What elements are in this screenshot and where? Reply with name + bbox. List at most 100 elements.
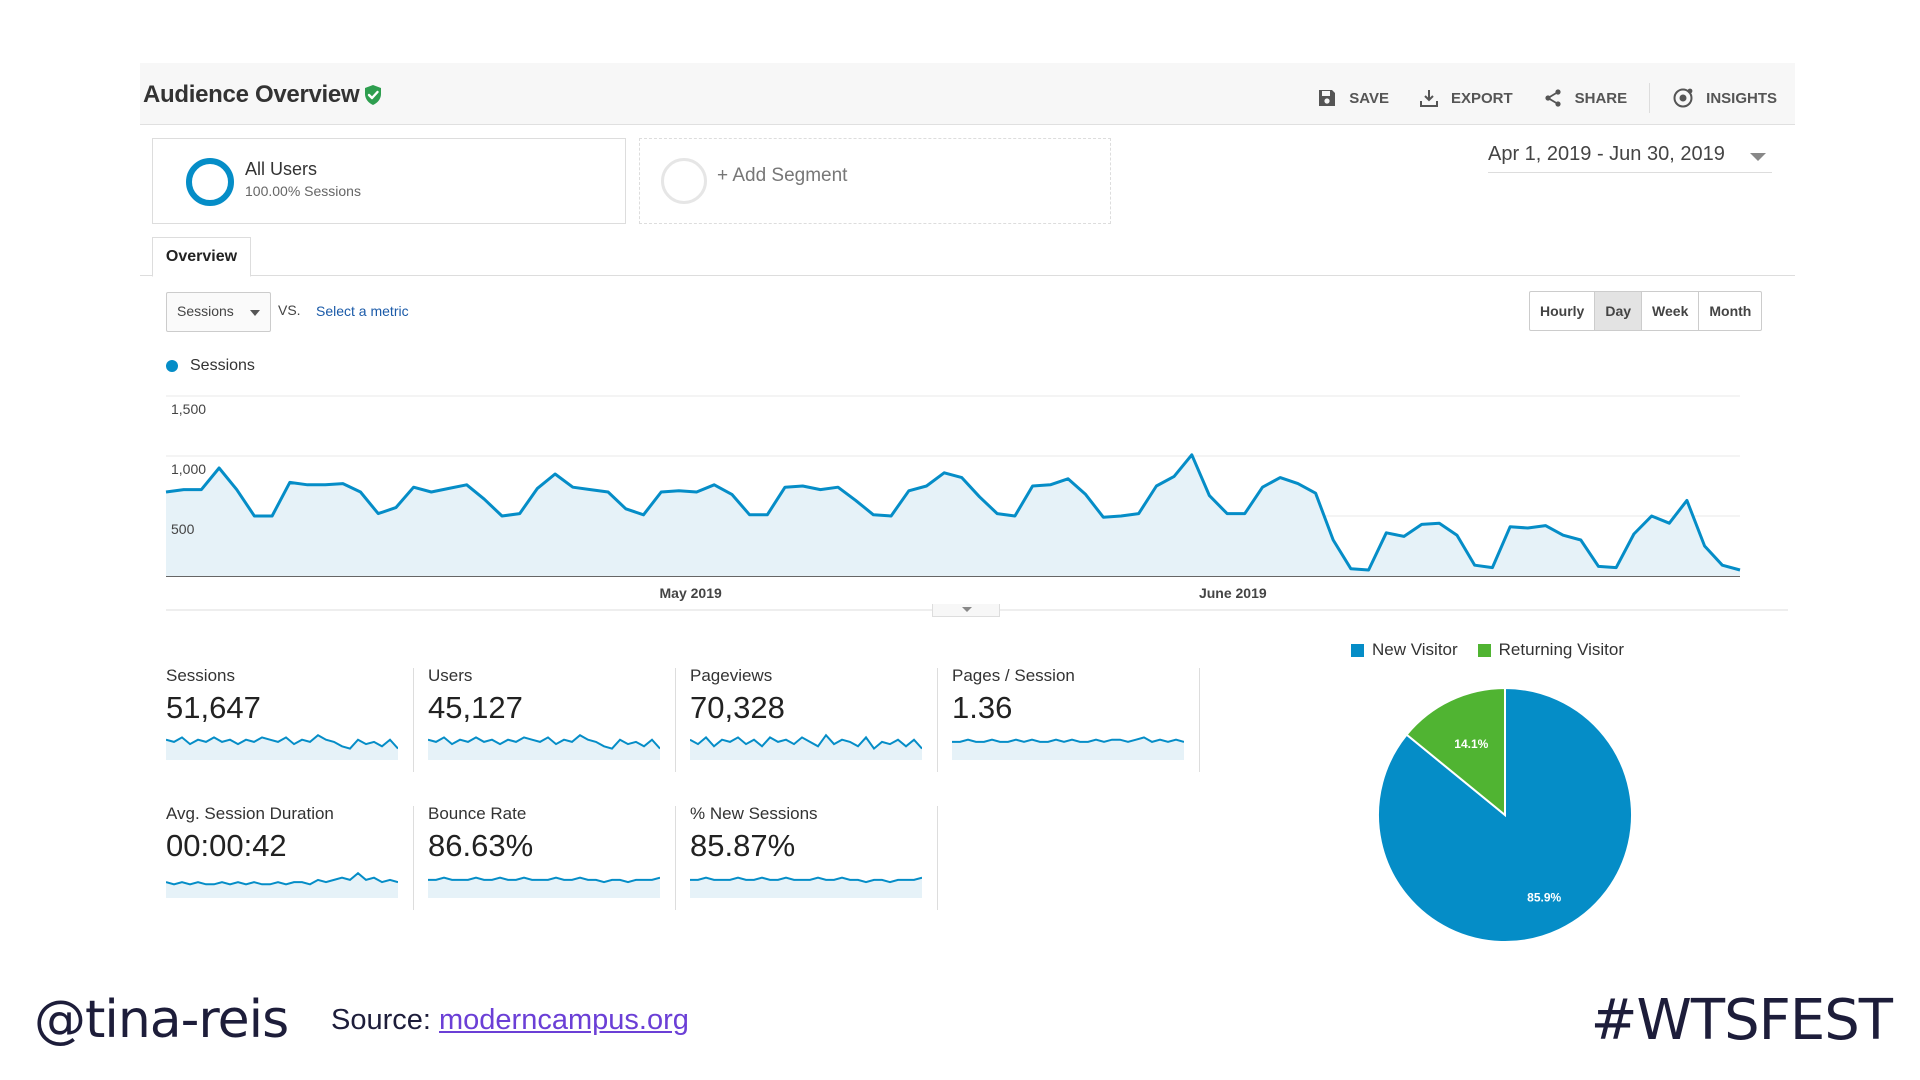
vs-label: VS. (278, 302, 301, 318)
add-segment-button[interactable]: + Add Segment (639, 138, 1111, 224)
column-divider (937, 668, 938, 772)
metric-card-bounce-rate[interactable]: Bounce Rate 86.63% (428, 804, 668, 916)
sparkline-line (690, 876, 922, 884)
metric-sparkline (690, 733, 922, 760)
metric-label: % New Sessions (690, 804, 818, 823)
sparkline-area (690, 877, 922, 898)
sparkline-line (428, 733, 660, 750)
segment-all-users[interactable]: All Users 100.00% Sessions (152, 138, 626, 224)
dropdown-caret-icon (250, 310, 260, 316)
legend-item-new-visitor[interactable]: New Visitor (1351, 640, 1458, 660)
sparkline-area (690, 735, 922, 760)
metric-sparkline (428, 733, 660, 760)
sparkline-area (952, 737, 1184, 760)
metric-value: 1.36 (952, 690, 1013, 725)
share-button[interactable]: SHARE (1543, 88, 1628, 108)
source-credit: Source: moderncampus.org (331, 1004, 689, 1037)
metric-sparkline (690, 876, 922, 898)
sessions-line-chart: 1,500 1,000 500 May 2019 June 2019 (165, 395, 1788, 611)
metric-label: Users (428, 666, 473, 685)
metric-sparkline (166, 733, 398, 760)
sparkline-area (428, 877, 660, 898)
legend-swatch (1351, 643, 1364, 657)
chevron-down-icon (1750, 153, 1766, 161)
metric-label: Bounce Rate (428, 804, 527, 823)
metric-value: 00:00:42 (166, 828, 287, 863)
metric-card-pages-per-session[interactable]: Pages / Session 1.36 (952, 666, 1192, 778)
legend-label: New Visitor (1372, 640, 1458, 659)
sparkline-line (690, 733, 922, 751)
collapse-caret-icon (962, 607, 972, 612)
sparkline-line (166, 733, 398, 750)
insights-icon (1673, 88, 1693, 108)
legend-label: Returning Visitor (1498, 640, 1625, 659)
sparkline-area (166, 873, 398, 898)
segment-name: All Users (245, 159, 318, 179)
column-divider (675, 668, 676, 772)
presenter-handle: @tina-reis (34, 990, 289, 1050)
save-icon (1319, 90, 1336, 106)
metric-dropdown[interactable]: Sessions (166, 292, 271, 332)
y-tick-label: 500 (171, 521, 195, 537)
x-tick-label: June 2019 (1199, 585, 1267, 601)
tab-overview[interactable]: Overview (152, 237, 251, 277)
insights-button[interactable]: INSIGHTS (1672, 87, 1777, 109)
verified-shield-icon (365, 85, 381, 105)
add-segment-label: + Add Segment (717, 165, 848, 186)
pie-slice-returning-visitor[interactable] (1405, 686, 1506, 818)
legend-label: Sessions (190, 357, 255, 374)
granularity-toggle: Hourly Day Week Month (1529, 291, 1763, 331)
date-range-picker[interactable]: Apr 1, 2019 - Jun 30, 2019 (1488, 143, 1772, 173)
metric-card-sessions[interactable]: Sessions 51,647 (166, 666, 406, 778)
sparkline-line (952, 736, 1184, 743)
metric-value: 85.87% (690, 828, 796, 863)
metric-card-new-sessions[interactable]: % New Sessions 85.87% (690, 804, 930, 916)
save-button[interactable]: SAVE (1317, 88, 1389, 108)
metric-card-pageviews[interactable]: Pageviews 70,328 (690, 666, 930, 778)
granularity-day-button[interactable]: Day (1594, 292, 1642, 330)
x-tick-label: May 2019 (660, 585, 722, 601)
column-divider (1199, 668, 1200, 772)
granularity-week-button[interactable]: Week (1641, 292, 1698, 330)
sparkline-line (166, 871, 398, 886)
legend-dot (166, 360, 178, 372)
empty-segment-ring (661, 158, 707, 204)
export-button[interactable]: EXPORT (1419, 88, 1513, 108)
metric-sparkline (166, 871, 398, 898)
collapse-chart-toggle[interactable] (932, 604, 1000, 617)
metric-dropdown-value: Sessions (177, 303, 234, 319)
report-header: Audience Overview SAVE EXPORT SHA (140, 63, 1795, 125)
chart-legend: Sessions (166, 357, 255, 375)
save-label: SAVE (1349, 89, 1389, 107)
metric-label: Pages / Session (952, 666, 1075, 685)
column-divider (413, 806, 414, 910)
granularity-hourly-button[interactable]: Hourly (1540, 303, 1585, 319)
metric-value: 45,127 (428, 690, 523, 725)
share-label: SHARE (1574, 89, 1628, 107)
select-metric-link[interactable]: Select a metric (316, 303, 409, 319)
metric-card-avg-session-duration[interactable]: Avg. Session Duration 00:00:42 (166, 804, 406, 916)
metric-card-users[interactable]: Users 45,127 (428, 666, 668, 778)
segment-color-ring (186, 158, 234, 206)
metric-label: Avg. Session Duration (166, 804, 334, 823)
sparkline-line (428, 876, 660, 884)
column-divider (413, 668, 414, 772)
column-divider (675, 806, 676, 910)
legend-swatch (1477, 643, 1491, 657)
metric-sparkline (952, 736, 1184, 760)
sessions-area (166, 454, 1740, 576)
source-link[interactable]: moderncampus.org (439, 1004, 689, 1036)
tab-bar-line (140, 275, 1795, 276)
insights-label: INSIGHTS (1706, 89, 1777, 107)
export-icon (1419, 90, 1438, 107)
action-divider (1649, 83, 1651, 113)
export-label: EXPORT (1450, 89, 1513, 107)
event-hashtag: #WTSFEST (1590, 988, 1893, 1053)
metric-value: 51,647 (166, 690, 261, 725)
metric-label: Sessions (166, 666, 235, 685)
y-tick-label: 1,500 (171, 401, 206, 417)
legend-item-returning-visitor[interactable]: Returning Visitor (1477, 640, 1625, 660)
share-icon (1545, 89, 1561, 107)
pie-legend: New Visitor Returning Visitor (1351, 640, 1644, 660)
granularity-month-button[interactable]: Month (1698, 292, 1761, 330)
